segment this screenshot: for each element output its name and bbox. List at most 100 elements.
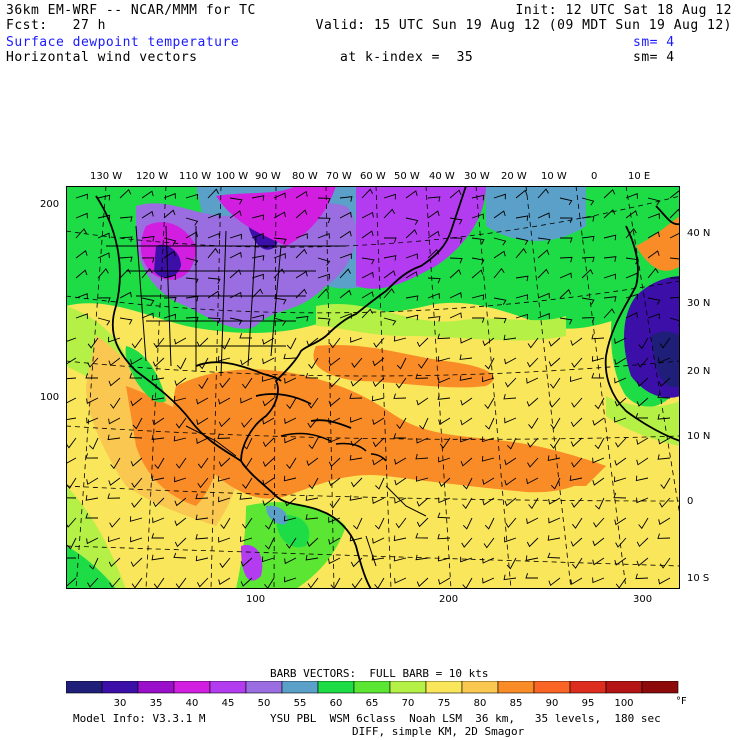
diffusion-info: DIFF, simple KM, 2D Smagor [352, 725, 525, 738]
wind-barb [504, 536, 517, 543]
wind-barb [526, 517, 539, 525]
wind-barb [163, 237, 177, 246]
wind-barb [305, 514, 319, 520]
wind-barb [526, 357, 539, 368]
wind-barb [195, 533, 209, 540]
wind-barb [195, 493, 209, 500]
wind-barb [419, 417, 429, 430]
wind-barb [349, 393, 363, 399]
wind-barb [229, 197, 243, 205]
wind-barb [141, 257, 155, 263]
wind-barb [361, 308, 373, 319]
wind-barb [427, 292, 440, 299]
wind-barb [339, 253, 352, 259]
wind-barb [571, 397, 583, 408]
wind-barb [175, 577, 187, 589]
wind-barb [462, 497, 473, 510]
wind-barb [636, 377, 649, 387]
wind-barb [185, 193, 198, 200]
wind-barb [141, 297, 155, 306]
wind-barb [638, 337, 649, 350]
wind-barb [185, 295, 199, 302]
wind-barb [174, 476, 187, 483]
wind-barb [151, 533, 164, 539]
wind-barb [349, 495, 363, 501]
wind-barb [339, 289, 352, 299]
wind-barb [261, 376, 275, 382]
legend-value-label: 65 [366, 698, 379, 709]
wind-barb [638, 517, 649, 530]
wind-barb [515, 189, 528, 199]
lat-label: 30 N [687, 298, 711, 309]
forecast-hour: Fcst: 27 h [6, 18, 106, 33]
wind-barb [559, 217, 573, 223]
field2-label: Horizontal wind vectors [6, 50, 198, 65]
wind-barb [550, 477, 561, 490]
wind-barb [559, 289, 572, 299]
lon-label: 80 W [292, 171, 318, 182]
wind-barb [175, 457, 187, 469]
wind-barb [438, 456, 451, 463]
wind-barb [482, 376, 495, 383]
wind-barb [526, 397, 539, 407]
wind-barb [504, 497, 517, 507]
wind-barb [262, 357, 275, 365]
wind-barb [86, 537, 99, 545]
wind-barb [328, 417, 341, 424]
wind-barb [119, 216, 133, 222]
wind-barb [636, 457, 649, 466]
wind-barb [438, 417, 451, 426]
wind-barb [394, 477, 407, 486]
wind-barb [262, 497, 275, 506]
wind-barb [569, 475, 583, 481]
wind-barb [383, 237, 397, 243]
wind-barb [482, 477, 495, 485]
wind-barb [449, 257, 463, 264]
wind-barb [527, 457, 539, 468]
wind-barb [471, 269, 484, 279]
wind-barb [395, 517, 407, 529]
wind-barb [559, 256, 573, 263]
wind-barb [239, 494, 253, 500]
wind-barb [305, 554, 319, 561]
wind-barb [173, 435, 187, 442]
wind-barb [394, 497, 407, 504]
wind-barb [636, 497, 649, 504]
wind-barb [459, 375, 473, 381]
wind-barb [328, 397, 341, 407]
wind-barb [131, 477, 143, 488]
wind-barb [427, 249, 440, 259]
wind-barb [328, 557, 341, 565]
wind-barb [603, 189, 616, 199]
wind-barb [471, 257, 485, 265]
wind-barb [669, 257, 680, 264]
lon-label: 60 W [360, 171, 386, 182]
wind-barb [264, 517, 275, 530]
wind-barb [503, 574, 517, 581]
legend-color-box [101, 681, 139, 694]
wind-barb [152, 517, 165, 524]
wind-barb [328, 457, 341, 468]
wind-barb [350, 437, 363, 447]
wind-barb [571, 457, 583, 468]
wind-barb [416, 577, 429, 587]
wind-barb [207, 290, 220, 299]
wind-barb [273, 253, 286, 259]
physics-info: YSU PBL WSM 6class Noah LSM 36 km, 35 le… [270, 712, 661, 725]
wind-barb [372, 437, 385, 448]
wind-barb [437, 555, 451, 562]
wind-barb [438, 577, 451, 585]
wind-barb [471, 213, 484, 220]
wind-barb [462, 517, 473, 530]
field1-label: Surface dewpoint temperature [6, 35, 240, 50]
wind-barb [657, 454, 671, 460]
wind-barb [286, 337, 297, 350]
wind-barb [657, 533, 671, 539]
lon-label: 120 W [136, 171, 169, 182]
wind-barb [66, 477, 77, 489]
wind-barb [239, 333, 253, 339]
legend-color-box [245, 681, 283, 694]
wind-barb [581, 297, 595, 305]
barb-vector-note: BARB VECTORS: FULL BARB = 10 kts [270, 667, 489, 680]
wind-barb [396, 357, 407, 370]
